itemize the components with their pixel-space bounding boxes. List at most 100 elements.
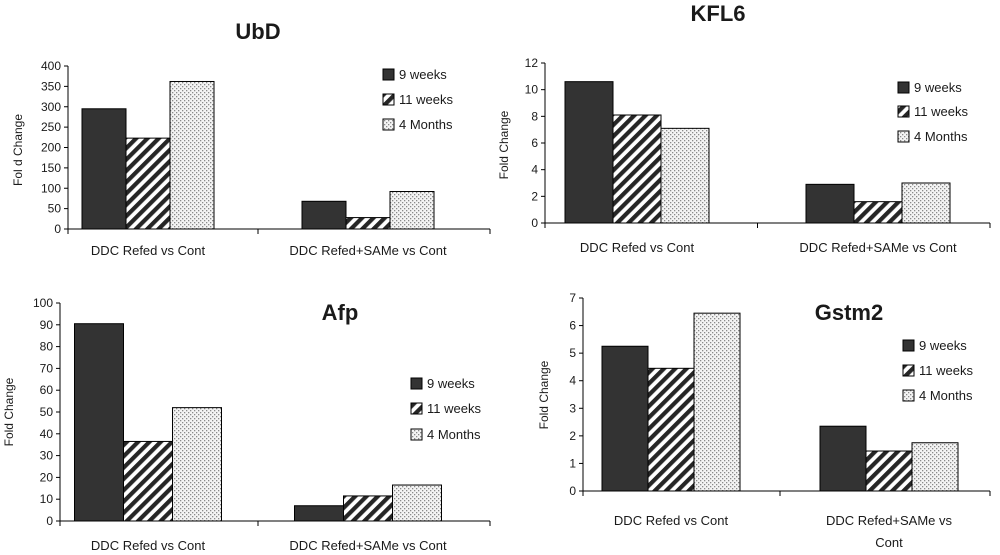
kfl6-y-tick-label: 0 — [531, 216, 538, 230]
ubd-bar — [301, 200, 347, 230]
afp-bar — [343, 495, 393, 522]
afp-y-tick-label: 90 — [40, 318, 54, 332]
kfl6-bar — [564, 81, 614, 224]
ubd-y-tick-label: 400 — [41, 59, 61, 73]
kfl6-legend-label: 11 weeks — [914, 104, 968, 119]
ubd-legend-swatch — [382, 118, 395, 131]
ubd-legend-label: 4 Months — [399, 117, 453, 132]
ubd-bar — [169, 80, 215, 230]
kfl6-y-tick-label: 2 — [531, 189, 538, 203]
kfl6-legend-swatch — [897, 105, 910, 118]
gstm2-y-tick-label: 1 — [569, 456, 576, 470]
afp-y-tick-label: 50 — [40, 405, 54, 419]
ubd-y-tick-label: 300 — [41, 100, 61, 114]
afp-y-tick-label: 100 — [33, 296, 53, 310]
gstm2-bar — [911, 442, 959, 492]
afp-legend-label: 9 weeks — [427, 376, 475, 391]
afp-y-tick-label: 80 — [40, 340, 54, 354]
ubd-y-tick-label: 250 — [41, 120, 61, 134]
ubd-y-tick-label: 100 — [41, 181, 61, 195]
gstm2-title: Gstm2 — [815, 300, 883, 325]
ubd-y-tick-label: 50 — [48, 202, 62, 216]
afp-legend-swatch — [410, 402, 423, 415]
kfl6-bar — [612, 114, 662, 224]
kfl6-legend-label: 4 Months — [914, 129, 968, 144]
ubd-bar — [389, 191, 435, 230]
ubd-x-tick-label: DDC Refed vs Cont — [91, 243, 206, 258]
ubd-title: UbD — [235, 19, 280, 44]
ubd-bar — [345, 217, 391, 230]
afp-bar — [74, 323, 124, 522]
afp-y-axis-label: Fold Change — [2, 377, 16, 446]
gstm2-x-tick-label: DDC Refed+SAMe vs — [826, 513, 953, 528]
kfl6-x-tick-label: DDC Refed+SAMe vs Cont — [799, 240, 957, 255]
afp-y-tick-label: 0 — [46, 514, 53, 528]
afp-y-tick-label: 40 — [40, 427, 54, 441]
gstm2-y-tick-label: 4 — [569, 374, 576, 388]
ubd-legend-swatch — [382, 68, 395, 81]
gstm2-y-tick-label: 7 — [569, 291, 576, 305]
kfl6-bar — [805, 183, 855, 224]
afp-y-tick-label: 30 — [40, 449, 54, 463]
gstm2-y-tick-label: 6 — [569, 319, 576, 333]
ubd-y-tick-label: 350 — [41, 79, 61, 93]
gstm2-x-tick-label: DDC Refed vs Cont — [614, 513, 729, 528]
gstm2-x-tick-label: Cont — [875, 535, 903, 550]
kfl6-x-tick-label: DDC Refed vs Cont — [580, 240, 695, 255]
ubd-legend-swatch — [382, 93, 395, 106]
afp-legend-swatch — [410, 428, 423, 441]
ubd-y-axis-label: Fol d Change — [11, 114, 25, 186]
chart-gstm2: Gstm2 Fold Change 0 1 2 3 4 5 6 7 DDC Refed vs Con… — [537, 291, 991, 550]
afp-legend-label: 11 weeks — [427, 401, 481, 416]
gstm2-legend-swatch — [902, 389, 915, 402]
ubd-y-tick-label: 0 — [54, 222, 61, 236]
afp-bar — [294, 505, 344, 522]
kfl6-y-axis-label: Fold Change — [497, 110, 511, 179]
kfl6-y-tick-label: 8 — [531, 109, 538, 123]
afp-legend-label: 4 Months — [427, 427, 481, 442]
ubd-bar — [81, 108, 127, 230]
afp-legend-swatch — [410, 377, 423, 390]
kfl6-legend-swatch — [897, 130, 910, 143]
gstm2-y-tick-label: 2 — [569, 429, 576, 443]
kfl6-y-tick-label: 6 — [531, 136, 538, 150]
ubd-legend-label: 9 weeks — [399, 67, 447, 82]
ubd-bar — [125, 137, 171, 230]
gstm2-y-tick-label: 5 — [569, 346, 576, 360]
chart-afp: Afp Fold Change 0 10 20 30 40 50 60 70 80 90 100 DDC … — [2, 296, 491, 553]
kfl6-title: KFL6 — [691, 1, 746, 26]
afp-x-tick-label: DDC Refed+SAMe vs Cont — [289, 538, 447, 553]
kfl6-legend-swatch — [897, 81, 910, 94]
afp-y-tick-label: 20 — [40, 470, 54, 484]
afp-bar — [392, 484, 442, 522]
gstm2-legend-swatch — [902, 339, 915, 352]
gstm2-bar — [647, 367, 695, 492]
gstm2-legend-label: 11 weeks — [919, 363, 973, 378]
kfl6-bar — [660, 127, 710, 224]
afp-title: Afp — [322, 300, 359, 325]
gstm2-bar — [601, 345, 649, 492]
chart-ubd: UbD Fol d Change 0 50 100 150 200 250 300 350 400 D… — [11, 19, 491, 258]
gstm2-bar — [819, 425, 867, 492]
ubd-y-tick-label: 150 — [41, 161, 61, 175]
kfl6-legend-label: 9 weeks — [914, 80, 962, 95]
afp-y-tick-label: 60 — [40, 383, 54, 397]
afp-bar — [172, 407, 222, 522]
gstm2-legend-label: 9 weeks — [919, 338, 967, 353]
afp-x-tick-label: DDC Refed vs Cont — [91, 538, 206, 553]
afp-bar — [123, 440, 173, 522]
gstm2-bar — [865, 450, 913, 492]
gstm2-legend-label: 4 Months — [919, 388, 973, 403]
kfl6-y-tick-label: 12 — [525, 56, 539, 70]
gstm2-legend-swatch — [902, 364, 915, 377]
kfl6-y-tick-label: 10 — [525, 83, 539, 97]
gstm2-bar — [693, 312, 741, 492]
kfl6-bar — [853, 201, 903, 224]
ubd-x-tick-label: DDC Refed+SAMe vs Cont — [289, 243, 447, 258]
ubd-y-tick-label: 200 — [41, 141, 61, 155]
chart-kfl6: KFL6 Fold Change 0 2 4 6 8 10 12 DDC Refed vs Con… — [497, 1, 991, 255]
gstm2-y-tick-label: 3 — [569, 401, 576, 415]
kfl6-y-tick-label: 4 — [531, 163, 538, 177]
afp-y-tick-label: 70 — [40, 361, 54, 375]
